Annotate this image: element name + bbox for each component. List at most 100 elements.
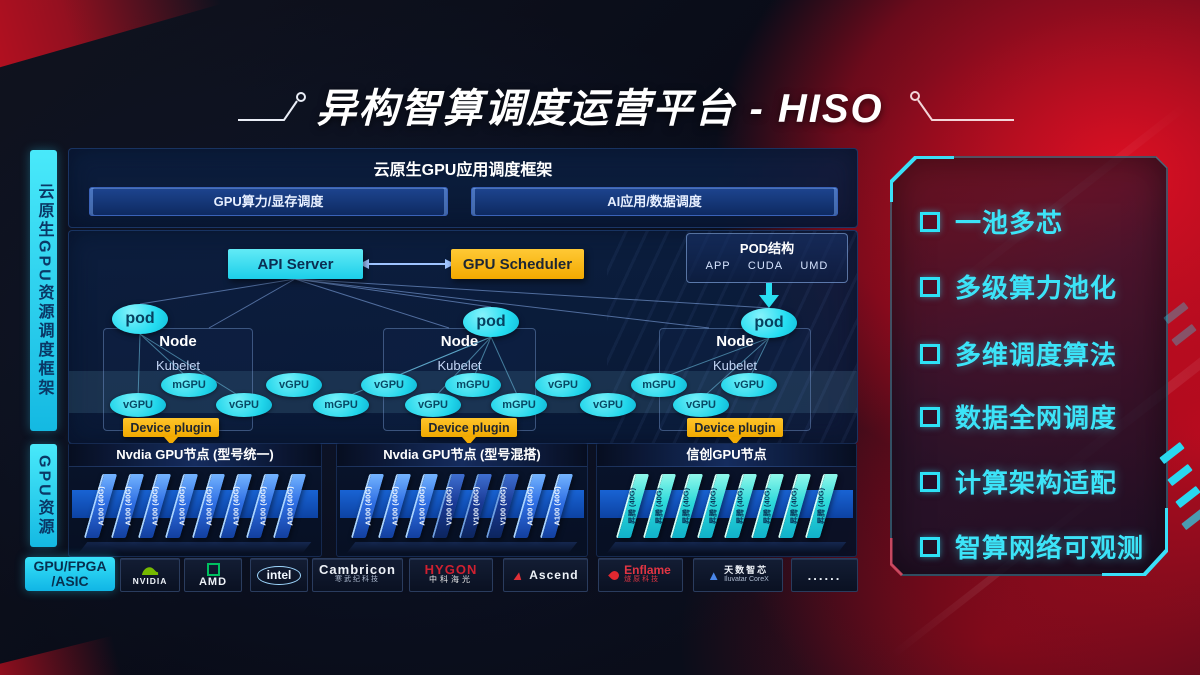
gpu-card: V100 (40G) <box>495 474 510 538</box>
title-connector-decor-icon <box>238 91 1014 121</box>
iluvatar-logo-icon: ▲ <box>707 567 721 583</box>
vendor-name: ...... <box>807 567 842 583</box>
gpu-slice-vgpu: vGPU <box>580 393 636 417</box>
gpu-card-row: A100 (40G) A100 (40G) A100 (40G) V100 (40G)… <box>337 469 587 543</box>
vendor-subtitle: 燧原科技 <box>624 576 661 583</box>
feature-panel-background <box>890 156 1168 576</box>
vendor-name: Cambricon <box>319 562 396 577</box>
api-server-box: API Server <box>228 249 363 279</box>
gpu-section-platform <box>78 542 312 553</box>
vendor-logo-amd: AMD <box>184 558 242 592</box>
edge-stripe-icon <box>1167 463 1193 487</box>
gpu-slice-mgpu: mGPU <box>491 393 547 417</box>
gpu-slice-vgpu: vGPU <box>216 393 272 417</box>
vendor-name: HYGON <box>424 562 478 577</box>
gpu-card-row: A100 (40G) A100 (40G) A100 (40G) A100 (40G)… <box>69 469 321 543</box>
sidebar-gpu-resource-label: GPU资源 <box>35 454 53 537</box>
feature-panel-frame-icon <box>890 156 1168 576</box>
vendor-logo-enflame: Enflame 燧原科技 <box>598 558 683 592</box>
vendor-logo-cambricon: Cambricon 寒武纪科技 <box>312 558 403 592</box>
app-framework-panel: 云原生GPU应用调度框架 GPU算力/显存调度 AI应用/数据调度 <box>68 148 858 228</box>
gpu-slice-vgpu: vGPU <box>266 373 322 397</box>
gpu-slice-ellipse-layer: vGPU mGPU vGPU vGPU mGPU vGPU vGPU mGPU mGPU vGPU… <box>69 231 857 443</box>
gpu-card-row: 昇腾 (40G) 昇腾 (40G) 昇腾 (40G) 昇腾 (40G) 昇腾 (40G)… <box>597 469 856 543</box>
checkbox-bullet-icon <box>920 536 940 557</box>
pod-structure-items: APP CUDA UMD <box>687 257 847 272</box>
sidebar-gpu-resource-bar: GPU资源 <box>30 444 57 547</box>
vendor-logo-iluvatar: ▲ 天数智芯 Iluvatar CoreX <box>693 558 783 592</box>
nvidia-logo-icon <box>141 566 159 575</box>
gpu-card: V100 (40G) <box>468 474 483 538</box>
vendor-logo-hygon: HYGON 中科海光 <box>409 558 493 592</box>
node-label: Node <box>159 333 197 350</box>
vendor-name: 天数智芯 <box>724 565 769 575</box>
gpu-slice-vgpu: vGPU <box>361 373 417 397</box>
checkbox-bullet-icon <box>920 343 940 364</box>
pod-structure-title: POD结构 <box>739 241 795 256</box>
gpu-scheduler-box: GPU Scheduler <box>451 249 584 279</box>
gpu-card: 昇腾 (40G) <box>814 474 829 538</box>
pod-ellipse-2: pod <box>463 307 519 337</box>
checkbox-bullet-icon <box>920 276 940 297</box>
enflame-flame-icon <box>608 568 622 582</box>
gpu-slice-mgpu: mGPU <box>161 373 217 397</box>
sidebar-framework-bar: 云原生GPU资源调度框架 <box>30 150 57 431</box>
pod-structure-item-cuda: CUDA <box>747 260 784 272</box>
vendor-name: Enflame <box>624 563 671 577</box>
gpu-card: 昇腾 (40G) <box>625 474 640 538</box>
gpu-card: A100 (40G) <box>147 474 162 538</box>
vendor-logo-nvidia: NVIDIA <box>120 558 180 592</box>
gpu-slice-vgpu: vGPU <box>535 373 591 397</box>
gpu-section-platform <box>346 542 578 553</box>
intel-logo-icon: intel <box>256 565 302 585</box>
page-title: 异构智算调度运营平台 - HISO <box>316 87 884 131</box>
gpu-card: A100 (40G) <box>549 474 564 538</box>
sidebar-framework-label: 云原生GPU资源调度框架 <box>35 183 53 398</box>
vendor-subtitle: Iluvatar CoreX <box>724 576 769 583</box>
vendor-name: NVIDIA <box>132 575 168 586</box>
kubelet-label: Kubelet <box>155 358 201 373</box>
vendor-subtitle: 中科海光 <box>429 575 473 584</box>
gpu-card: V100 (40G) <box>441 474 456 538</box>
vendor-name: AMD <box>198 576 228 588</box>
gpu-slice-vgpu: vGPU <box>721 373 777 397</box>
edge-stripe-icon <box>1181 507 1200 531</box>
gpu-card: 昇腾 (40G) <box>787 474 802 538</box>
feature-item-multi-chip-pool: 一池多芯 <box>920 203 1063 240</box>
gpu-section-title: Nvdia GPU节点 (型号混搭) <box>337 444 587 467</box>
vendor-logo-intel: intel <box>250 558 308 592</box>
k8s-connection-lines <box>137 259 779 400</box>
gpu-card: A100 (40G) <box>120 474 135 538</box>
gpu-section-band <box>340 490 584 518</box>
pod-structure-item-app: APP <box>705 260 731 272</box>
ascend-logo-icon: ▲ <box>510 567 527 583</box>
gpu-section-title: Nvdia GPU节点 (型号统一) <box>69 444 321 467</box>
gpu-section-nvidia-mixed: Nvdia GPU节点 (型号混搭) A100 (40G) A100 (40G) A… <box>336 443 588 557</box>
checkbox-bullet-icon <box>920 211 940 232</box>
gpu-card: A100 (40G) <box>255 474 270 538</box>
gpu-slice-mgpu: mGPU <box>445 373 501 397</box>
hardware-type-badge: GPU/FPGA /ASIC <box>25 557 115 591</box>
checkbox-bullet-icon <box>920 471 940 492</box>
device-plugin-box-3: Device plugin <box>687 418 783 445</box>
vendor-logo-more: ...... <box>791 558 858 592</box>
gpu-card: A100 (40G) <box>282 474 297 538</box>
feature-item-multidim-scheduling: 多维调度算法 <box>920 335 1117 372</box>
gpu-card: A100 (40G) <box>201 474 216 538</box>
node-label: Node <box>440 333 479 350</box>
feature-item-multilevel-pooling: 多级算力池化 <box>920 268 1117 305</box>
pod-structure-box: POD结构 APP CUDA UMD <box>686 233 848 283</box>
kubelet-label: Kubelet <box>437 358 482 373</box>
gpu-section-nvidia-uniform: Nvdia GPU节点 (型号统一) A100 (40G) A100 (40G) A… <box>68 443 322 557</box>
pod-ellipse-1: pod <box>112 304 168 334</box>
gpu-section-band <box>72 490 318 518</box>
kubelet-label: Kubelet <box>712 358 758 373</box>
ai-data-scheduling-button: AI应用/数据调度 <box>471 187 838 216</box>
gpu-section-title: 信创GPU节点 <box>597 444 856 467</box>
device-plugin-box-1: Device plugin <box>123 418 219 445</box>
vendor-name: Ascend <box>529 568 579 582</box>
feature-item-network-data-scheduling: 数据全网调度 <box>920 398 1117 435</box>
page-title-wrap: 异构智算调度运营平台 - HISO <box>0 76 1200 134</box>
gpu-slice-mgpu: mGPU <box>631 373 687 397</box>
